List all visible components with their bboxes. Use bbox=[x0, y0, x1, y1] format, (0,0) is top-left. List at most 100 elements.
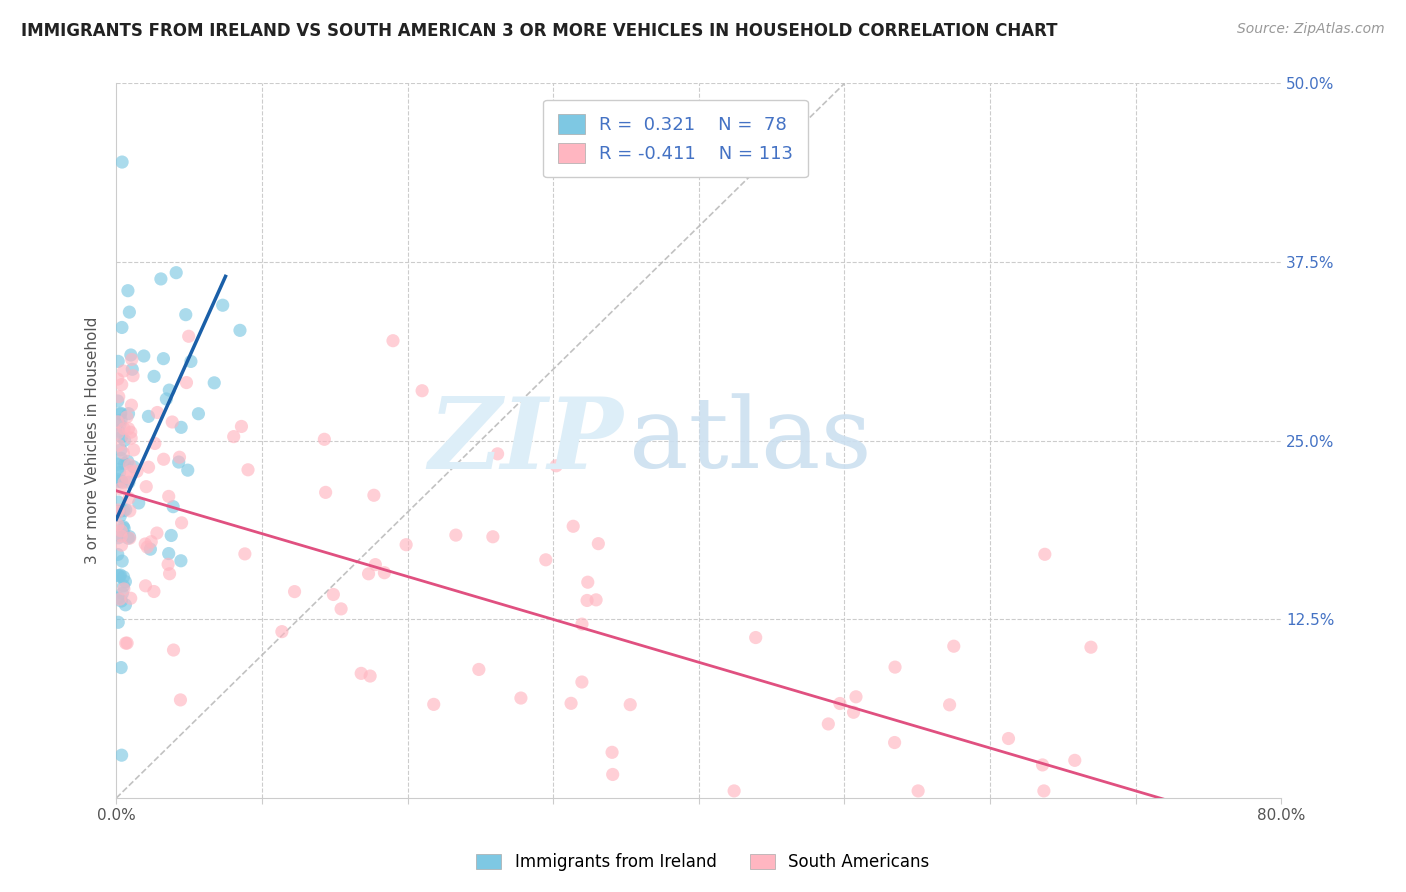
Point bbox=[121, 352, 143, 367]
Point bbox=[114, 574, 136, 589]
Point bbox=[107, 591, 129, 605]
Point bbox=[112, 422, 135, 436]
Point bbox=[125, 464, 148, 478]
Point bbox=[118, 491, 141, 506]
Point bbox=[486, 447, 509, 461]
Point bbox=[110, 509, 132, 524]
Point bbox=[110, 442, 132, 457]
Text: ZIP: ZIP bbox=[427, 392, 623, 489]
Point bbox=[107, 568, 129, 582]
Point bbox=[176, 376, 198, 390]
Point bbox=[122, 442, 145, 457]
Point bbox=[108, 466, 131, 480]
Point bbox=[270, 624, 292, 639]
Point bbox=[560, 696, 582, 710]
Point bbox=[167, 455, 190, 469]
Point bbox=[111, 748, 134, 763]
Point bbox=[157, 383, 180, 397]
Point bbox=[602, 767, 624, 781]
Point bbox=[117, 422, 139, 436]
Point bbox=[149, 272, 172, 286]
Point bbox=[744, 631, 766, 645]
Point bbox=[112, 364, 135, 378]
Point bbox=[120, 348, 142, 362]
Point bbox=[143, 436, 166, 450]
Point bbox=[357, 566, 380, 581]
Point bbox=[118, 305, 141, 319]
Point bbox=[330, 602, 353, 616]
Point bbox=[115, 636, 138, 650]
Point bbox=[122, 368, 145, 383]
Point bbox=[231, 419, 253, 434]
Point bbox=[107, 390, 129, 404]
Point bbox=[111, 320, 134, 334]
Point bbox=[482, 530, 505, 544]
Point bbox=[120, 464, 142, 478]
Point bbox=[120, 431, 142, 445]
Point bbox=[177, 329, 200, 343]
Point bbox=[571, 675, 593, 690]
Point bbox=[110, 529, 132, 543]
Point bbox=[159, 566, 181, 581]
Point bbox=[112, 519, 135, 533]
Point bbox=[157, 490, 180, 504]
Point bbox=[169, 693, 191, 707]
Point bbox=[187, 407, 209, 421]
Point bbox=[170, 420, 193, 434]
Point bbox=[588, 536, 610, 550]
Point bbox=[118, 475, 141, 490]
Point bbox=[114, 457, 136, 471]
Point bbox=[411, 384, 433, 398]
Point bbox=[509, 691, 531, 706]
Point bbox=[139, 542, 162, 557]
Point bbox=[110, 407, 132, 421]
Point bbox=[422, 698, 444, 712]
Point bbox=[107, 531, 129, 545]
Point bbox=[160, 528, 183, 542]
Point bbox=[162, 500, 184, 514]
Point bbox=[108, 592, 131, 607]
Point bbox=[143, 369, 166, 384]
Point bbox=[122, 459, 145, 474]
Point bbox=[883, 735, 905, 749]
Point bbox=[107, 394, 129, 409]
Point bbox=[233, 547, 256, 561]
Point bbox=[169, 450, 191, 465]
Point bbox=[314, 432, 336, 446]
Point bbox=[884, 660, 907, 674]
Point bbox=[107, 354, 129, 368]
Point bbox=[180, 354, 202, 368]
Point bbox=[174, 308, 197, 322]
Point bbox=[128, 496, 150, 510]
Point bbox=[107, 438, 129, 452]
Point bbox=[118, 531, 141, 545]
Point bbox=[112, 446, 135, 460]
Point bbox=[108, 417, 131, 432]
Point bbox=[107, 503, 129, 517]
Point bbox=[211, 298, 233, 312]
Point bbox=[907, 784, 929, 798]
Point bbox=[112, 579, 135, 593]
Point bbox=[1033, 547, 1056, 561]
Point bbox=[110, 568, 132, 582]
Point bbox=[585, 592, 607, 607]
Point bbox=[117, 284, 139, 298]
Point bbox=[118, 504, 141, 518]
Point bbox=[118, 530, 141, 544]
Point bbox=[222, 429, 245, 443]
Point bbox=[111, 554, 134, 568]
Point bbox=[444, 528, 467, 542]
Point bbox=[110, 430, 132, 444]
Point bbox=[350, 666, 373, 681]
Point bbox=[236, 463, 259, 477]
Point bbox=[115, 410, 138, 425]
Point bbox=[817, 717, 839, 731]
Point bbox=[107, 495, 129, 509]
Point bbox=[135, 480, 157, 494]
Point bbox=[534, 553, 557, 567]
Point bbox=[114, 503, 136, 517]
Point bbox=[562, 519, 585, 533]
Point bbox=[111, 155, 134, 169]
Point bbox=[108, 475, 131, 489]
Point bbox=[997, 731, 1019, 746]
